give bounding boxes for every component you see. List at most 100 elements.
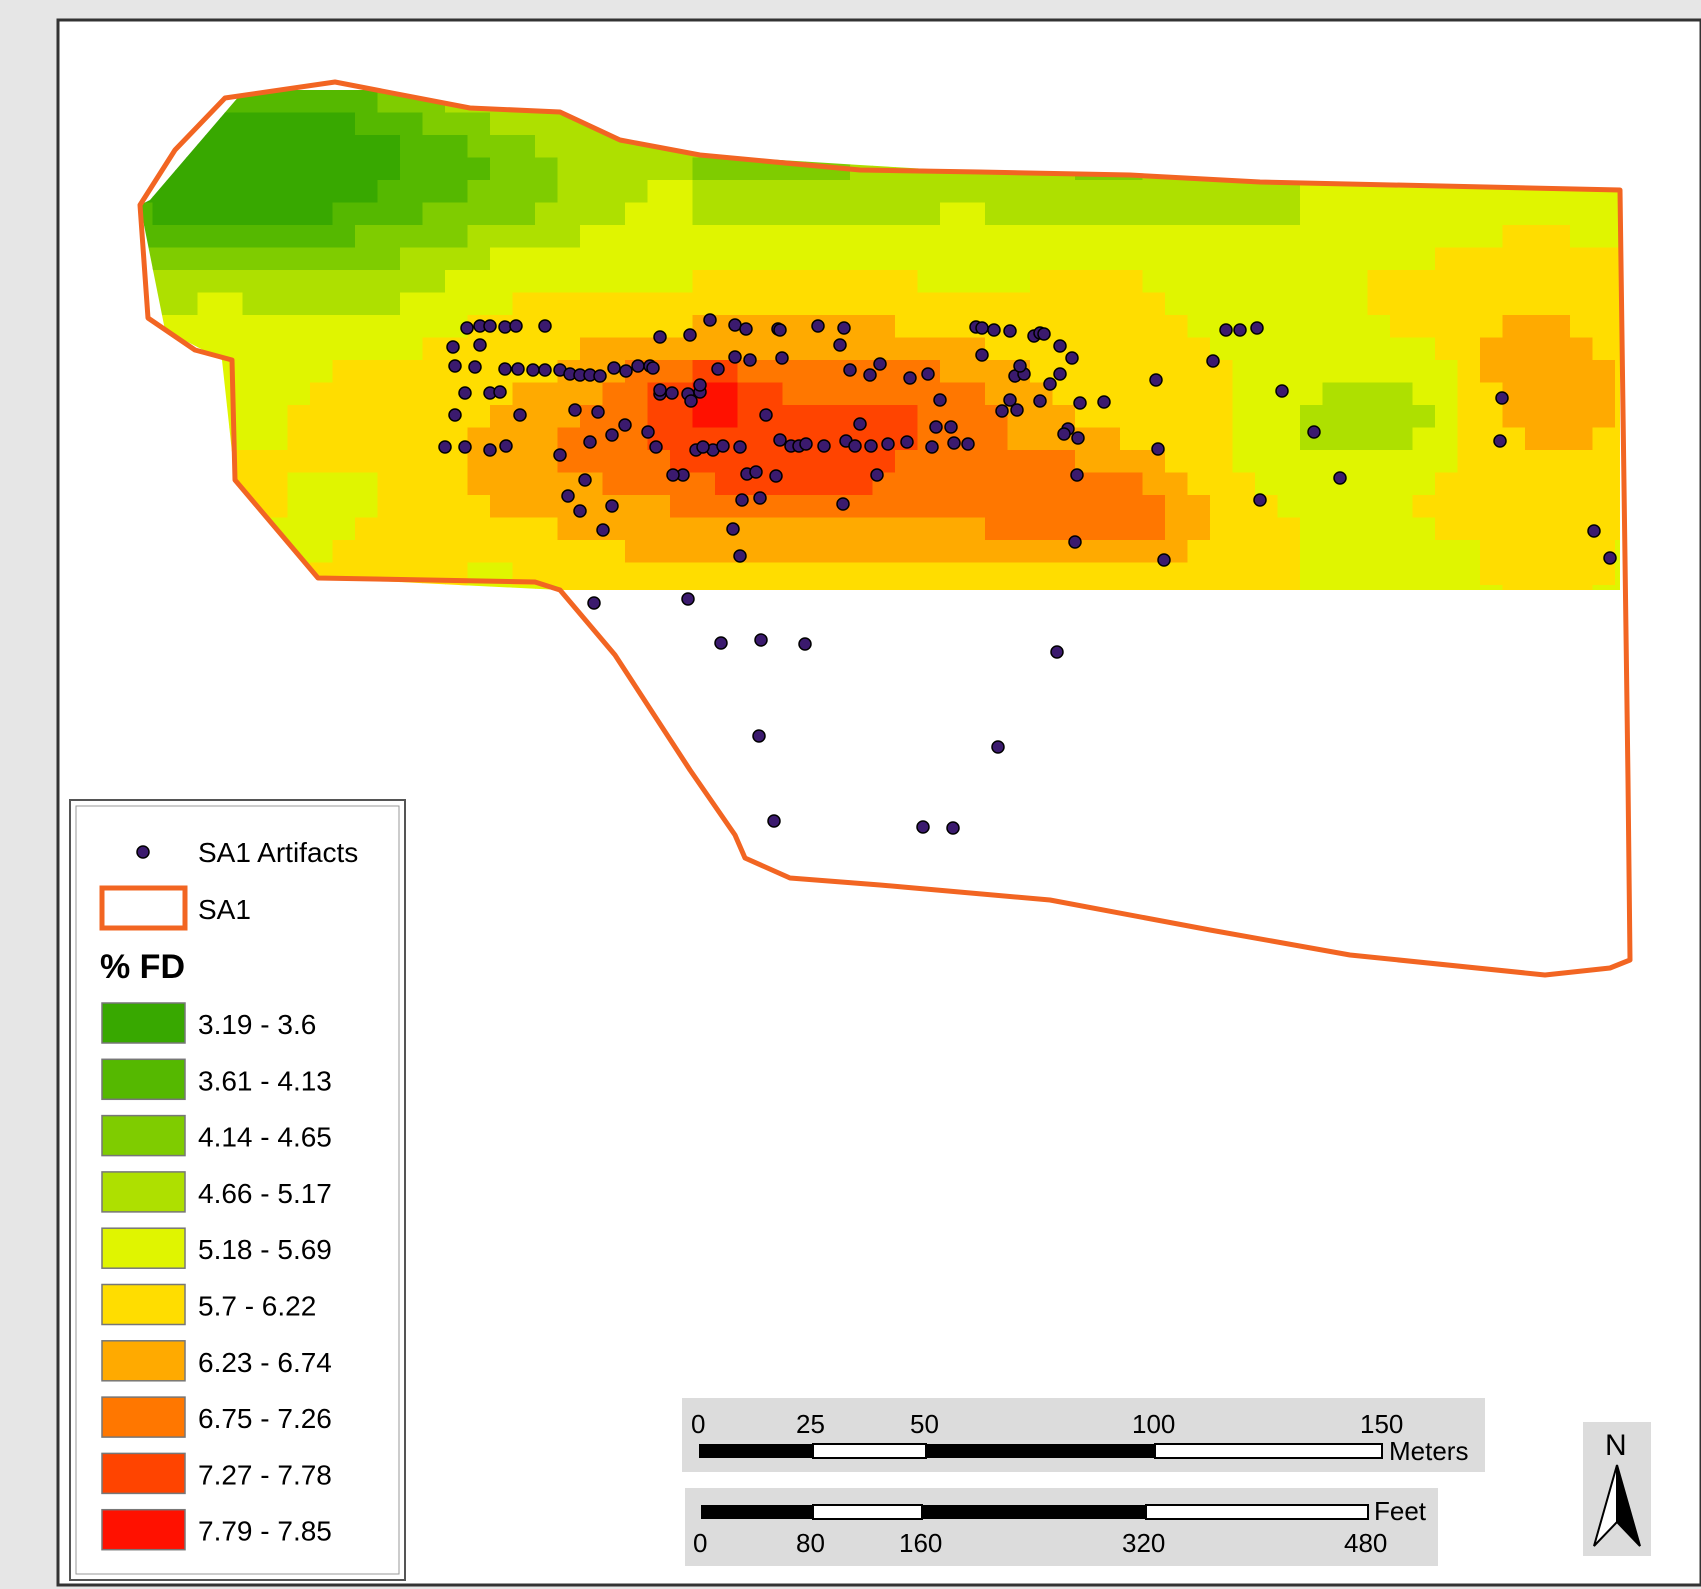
raster-cell: [1007, 247, 1031, 271]
raster-cell: [737, 585, 761, 590]
raster-cell: [355, 315, 379, 339]
artifact-point: [947, 436, 961, 450]
raster-cell: [1300, 337, 1324, 361]
raster-cell: [467, 135, 491, 159]
raster-cell: [647, 495, 671, 519]
raster-cell: [1457, 247, 1481, 271]
raster-cell: [265, 247, 289, 271]
raster-cell: [175, 315, 199, 339]
raster-cell: [782, 562, 806, 586]
artifact-point: [666, 468, 680, 482]
raster-cell: [310, 247, 334, 271]
artifact-point: [649, 440, 663, 454]
raster-cell: [1255, 450, 1279, 474]
legend-classes: 3.19 - 3.6 3.61 - 4.13 4.14 - 4.65 4.66 - 5…: [101, 1002, 332, 1551]
raster-cell: [1210, 450, 1234, 474]
artifact-point: [843, 363, 857, 377]
raster-cell: [1547, 225, 1571, 249]
raster-cell: [1457, 225, 1481, 249]
raster-cell: [1232, 427, 1256, 451]
raster-cell: [1457, 405, 1481, 429]
raster-cell: [580, 225, 604, 249]
raster-cell: [1570, 517, 1594, 541]
raster-cell: [1592, 225, 1616, 249]
raster-cell: [1300, 202, 1324, 226]
raster-cell: [1412, 315, 1436, 339]
raster-cell: [580, 270, 604, 294]
raster-cell: [1615, 540, 1620, 564]
artifact-point: [1057, 427, 1071, 441]
raster-cell: [895, 292, 919, 316]
scalebar-feet-unit: Feet: [1374, 1496, 1427, 1526]
raster-cell: [535, 427, 559, 451]
raster-cell: [1097, 270, 1121, 294]
raster-cell: [692, 337, 716, 361]
raster-cell: [557, 225, 581, 249]
raster-cell: [1412, 562, 1436, 586]
scalebar-feet-tick-80: 80: [796, 1528, 825, 1558]
raster-cell: [872, 517, 896, 541]
artifact-point: [605, 428, 619, 442]
raster-cell: [917, 517, 941, 541]
raster-cell: [557, 292, 581, 316]
raster-cell: [1547, 382, 1571, 406]
raster-cell: [152, 202, 176, 226]
raster-cell: [1480, 585, 1504, 590]
raster-cell: [490, 405, 514, 429]
raster-cell: [1615, 315, 1620, 339]
artifact-point: [773, 433, 787, 447]
raster-cell: [197, 270, 221, 294]
raster-cell: [377, 247, 401, 271]
raster-cell: [1615, 292, 1620, 316]
raster-cell: [512, 495, 536, 519]
raster-cell: [895, 247, 919, 271]
raster-cell: [692, 247, 716, 271]
raster-cell: [580, 585, 604, 590]
raster-cell: [1615, 495, 1620, 519]
artifact-point: [641, 425, 655, 439]
raster-cell: [1390, 517, 1414, 541]
raster-cell: [782, 315, 806, 339]
raster-cell: [1210, 495, 1234, 519]
raster-cell: [175, 180, 199, 204]
raster-cell: [962, 405, 986, 429]
raster-cell: [1187, 427, 1211, 451]
raster-cell: [625, 382, 649, 406]
boundary-symbol: [99, 885, 188, 931]
raster-cell: [647, 450, 671, 474]
raster-cell: [445, 180, 469, 204]
raster-cell: [152, 247, 176, 271]
raster-cell: [220, 292, 244, 316]
raster-cell: [1412, 405, 1436, 429]
raster-cell: [467, 405, 491, 429]
raster-cell: [1502, 562, 1526, 586]
raster-cell: [265, 225, 289, 249]
raster-cell: [827, 247, 851, 271]
raster-cell: [625, 337, 649, 361]
raster-cell: [827, 450, 851, 474]
raster-cell: [1255, 405, 1279, 429]
raster-cell: [355, 90, 379, 114]
raster-cell: [1345, 585, 1369, 590]
raster-cell: [625, 585, 649, 590]
raster-cell: [1367, 540, 1391, 564]
raster-cell: [1075, 360, 1099, 384]
raster-cell: [1435, 585, 1459, 590]
raster-cell: [310, 427, 334, 451]
raster-cell: [1142, 585, 1166, 590]
scalebar-meters-seg-1: [699, 1444, 813, 1458]
raster-cell: [445, 517, 469, 541]
artifact-point: [1495, 391, 1509, 405]
raster-cell: [1142, 562, 1166, 586]
raster-cell: [355, 382, 379, 406]
raster-cell: [1277, 517, 1301, 541]
raster-cell: [175, 225, 199, 249]
north-arrow-right-half: [1616, 1464, 1641, 1547]
raster-cell: [1322, 202, 1346, 226]
raster-cell: [535, 382, 559, 406]
raster-cell: [625, 450, 649, 474]
raster-cell: [1300, 360, 1324, 384]
raster-cell: [355, 292, 379, 316]
raster-cell: [355, 540, 379, 564]
raster-cell: [1007, 225, 1031, 249]
